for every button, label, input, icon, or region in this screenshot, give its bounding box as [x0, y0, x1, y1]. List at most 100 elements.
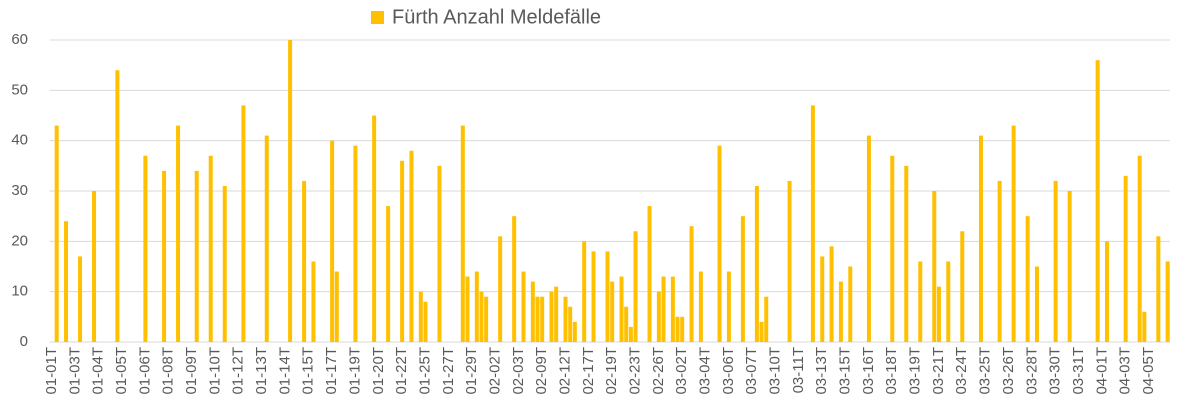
x-tick-label: 04-03T [1117, 347, 1134, 395]
y-tick-label: 50 [11, 81, 28, 98]
bar [740, 216, 745, 342]
x-tick-label: 01-10T [206, 347, 223, 395]
bar [162, 170, 167, 342]
x-tick-label: 02-23T [626, 347, 643, 395]
bar [754, 185, 759, 342]
x-tick-label: 03-30T [1047, 347, 1064, 395]
x-tick-label: 01-27T [440, 347, 457, 395]
bar [241, 105, 246, 342]
bar [582, 241, 587, 342]
bar [418, 291, 423, 342]
bar [334, 271, 339, 342]
bar [1137, 155, 1142, 342]
x-tick-label: 03-21T [930, 347, 947, 395]
bar [222, 185, 227, 342]
x-tick-label: 03-15T [837, 347, 854, 395]
bar [474, 271, 479, 342]
bar [890, 155, 895, 342]
bar [288, 40, 293, 342]
x-tick-label: 03-07T [743, 347, 760, 395]
bar [680, 316, 685, 342]
x-tick-label: 01-29T [463, 347, 480, 395]
bar [997, 180, 1002, 342]
bar [848, 266, 853, 342]
bar [698, 271, 703, 342]
bar [932, 191, 937, 342]
x-tick-label: 03-04T [697, 347, 714, 395]
bar [1165, 261, 1170, 342]
bar [675, 316, 680, 342]
bar [264, 135, 269, 342]
bar [353, 145, 358, 342]
x-tick-label: 03-06T [720, 347, 737, 395]
bar [572, 321, 577, 342]
x-tick-label: 01-17T [323, 347, 340, 395]
bar [633, 231, 638, 342]
x-tick-label: 03-13T [813, 347, 830, 395]
bar [647, 206, 652, 342]
x-tick-label: 02-02T [486, 347, 503, 395]
x-tick-label: 02-26T [650, 347, 667, 395]
bar [437, 165, 442, 342]
bar [656, 291, 661, 342]
bar [78, 256, 83, 342]
x-tick-label: 01-19T [346, 347, 363, 395]
x-tick-label: 02-03T [510, 347, 527, 395]
x-tick-label: 03-28T [1023, 347, 1040, 395]
bar [820, 256, 825, 342]
bar [465, 276, 470, 342]
x-tick-label: 04-01T [1093, 347, 1110, 395]
bar [1156, 236, 1161, 342]
bar [838, 281, 843, 342]
bar [1025, 216, 1030, 342]
y-tick-label: 40 [11, 132, 28, 149]
bar [330, 140, 335, 342]
x-tick-label: 03-24T [953, 347, 970, 395]
bar [311, 261, 316, 342]
bar [479, 291, 484, 342]
bar [554, 286, 559, 342]
x-tick-label: 01-05T [113, 347, 130, 395]
bar [540, 296, 545, 342]
bar [624, 306, 629, 342]
bar [866, 135, 871, 342]
bar [512, 216, 517, 342]
bar [918, 261, 923, 342]
bar [386, 206, 391, 342]
y-tick-label: 0 [20, 333, 28, 350]
bar [661, 276, 666, 342]
bar [484, 296, 489, 342]
bar [549, 291, 554, 342]
x-tick-label: 02-19T [603, 347, 620, 395]
x-tick-label: 02-12T [556, 347, 573, 395]
bar [610, 281, 615, 342]
bar [1053, 180, 1058, 342]
bar [54, 125, 59, 342]
bar [92, 191, 97, 342]
bar [521, 271, 526, 342]
x-tick-label: 04-05T [1140, 347, 1157, 395]
bar [302, 180, 307, 342]
bar [904, 165, 909, 342]
bar [1011, 125, 1016, 342]
bar [628, 326, 633, 342]
bar [726, 271, 731, 342]
bar [498, 236, 503, 342]
bar [946, 261, 951, 342]
bar [605, 251, 610, 342]
bar [1034, 266, 1039, 342]
bar [591, 251, 596, 342]
bar [670, 276, 675, 342]
x-tick-label: 03-10T [767, 347, 784, 395]
bar [530, 281, 535, 342]
bar [1142, 311, 1147, 342]
y-tick-label: 20 [11, 232, 28, 249]
x-tick-label: 01-09T [183, 347, 200, 395]
bar [978, 135, 983, 342]
bar [810, 105, 815, 342]
bar [409, 150, 414, 342]
bar [764, 296, 769, 342]
x-tick-label: 01-06T [136, 347, 153, 395]
x-tick-label: 01-14T [276, 347, 293, 395]
bar [1123, 175, 1128, 342]
